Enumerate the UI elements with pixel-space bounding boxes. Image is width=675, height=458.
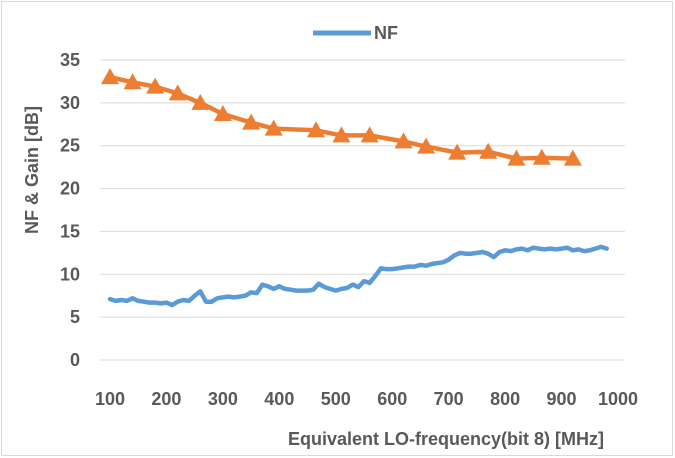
gain-marker	[242, 113, 261, 130]
y-tick-label: 25	[60, 136, 80, 156]
gain-marker	[448, 143, 467, 160]
x-axis-title: Equivalent LO-frequency(bit 8) [MHz]	[288, 429, 604, 449]
x-tick-label: 900	[547, 389, 577, 409]
y-tick-label: 5	[70, 307, 80, 327]
x-tick-label: 100	[95, 389, 125, 409]
gain-marker	[332, 126, 351, 143]
series-layer	[107, 74, 609, 308]
x-tick-label: 500	[321, 389, 351, 409]
legend: NF	[313, 23, 398, 43]
gain-marker	[213, 105, 232, 121]
y-tick-label: 35	[60, 50, 80, 70]
gain-marker	[479, 142, 498, 159]
x-tick-label: 600	[377, 389, 407, 409]
x-tick-label: 300	[208, 389, 238, 409]
gain-marker	[307, 121, 326, 138]
legend-label-nf: NF	[374, 23, 398, 43]
x-tick-label: 700	[434, 389, 464, 409]
x-tick-label: 400	[264, 389, 294, 409]
y-axis-title: NF & Gain [dB]	[22, 106, 42, 234]
gain-marker	[417, 137, 436, 154]
gain-marker	[191, 93, 210, 110]
x-tick-labels: 100 200 300 400 500 600 700 800 900 1000	[95, 389, 638, 409]
gridlines	[100, 59, 625, 361]
gain-marker	[532, 148, 551, 165]
y-tick-label: 30	[60, 93, 80, 113]
gain-marker	[394, 132, 413, 149]
nf-series-line	[107, 244, 609, 308]
y-tick-label: 20	[60, 179, 80, 199]
x-tick-label: 800	[490, 389, 520, 409]
y-tick-label: 15	[60, 221, 80, 241]
x-tick-label: 1000	[598, 389, 638, 409]
marker-layer	[101, 68, 582, 166]
gain-marker	[264, 119, 283, 136]
gain-marker	[123, 73, 142, 90]
gain-marker	[101, 68, 119, 85]
y-tick-labels: 0 5 10 15 20 25 30 35	[60, 50, 80, 370]
gain-marker	[360, 126, 379, 143]
gain-marker	[507, 149, 526, 166]
x-tick-label: 200	[151, 389, 181, 409]
gain-marker	[563, 149, 582, 166]
gain-marker	[168, 84, 187, 101]
y-tick-label: 0	[70, 350, 80, 370]
gain-marker	[146, 77, 165, 94]
y-tick-label: 10	[60, 264, 80, 284]
